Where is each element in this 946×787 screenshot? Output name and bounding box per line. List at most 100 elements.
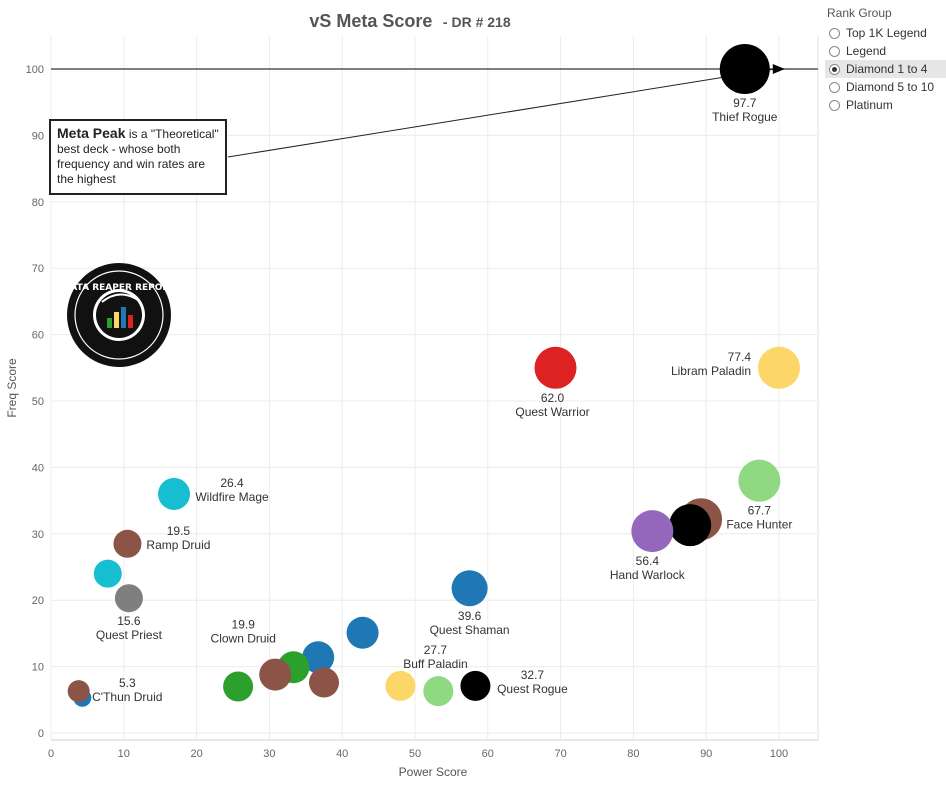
data-point [114,584,143,613]
x-tick-label: 20 [190,748,202,760]
point-score-label: 39.6 [458,609,482,623]
annotation-arrowhead [772,64,785,74]
rank-option-platinum[interactable]: Platinum [825,96,946,114]
reference-line [51,64,818,158]
data-point [93,559,122,588]
x-tick-label: 30 [263,748,275,760]
annotation-bold: Meta Peak [57,125,126,141]
point-score-label: 67.7 [748,504,772,518]
chart-title-main: vS Meta Score [309,11,432,31]
annotation-pointer [227,68,775,158]
data-points [67,44,800,707]
data-point [259,658,292,691]
point-score-label: 19.9 [232,618,256,632]
radio-icon[interactable] [829,99,840,111]
y-tick-label: 10 [32,662,44,674]
data-point [309,667,339,698]
annotation-text: is a "Theoretical" best deck - whose bot… [57,127,219,186]
point-name-label: Ramp Druid [146,538,210,552]
x-tick-label: 80 [627,748,639,760]
x-axis-label: Power Score [399,765,468,779]
y-tick-label: 70 [32,263,44,275]
rank-option-label: Legend [846,44,887,58]
data-point [302,641,335,674]
data-point [158,477,191,510]
point-name-label: Libram Paladin [671,364,751,378]
y-tick-label: 50 [32,396,44,408]
data-point [669,504,712,547]
rank-option-label: Platinum [846,98,893,112]
data-point [67,680,90,703]
data-point [346,616,379,649]
data-point [451,570,488,607]
y-axis-label: Freq Score [5,358,19,418]
point-score-label: 5.3 [119,676,136,690]
point-score-label: 15.6 [117,614,141,628]
data-point [738,459,781,502]
radio-icon[interactable] [829,45,840,57]
point-name-label: Quest Rogue [497,682,568,696]
point-score-label: 56.4 [636,554,660,568]
data-point [460,670,491,701]
radio-icon[interactable] [829,27,840,39]
rank-option-diamond-5-to-10[interactable]: Diamond 5 to 10 [825,78,946,96]
y-tick-label: 60 [32,330,44,342]
point-name-label: C'Thun Druid [92,690,162,704]
y-tick-label: 40 [32,462,44,474]
chart-title: vS Meta Score - DR # 218 [309,11,510,31]
point-score-label: 62.0 [541,391,565,405]
y-tick-label: 20 [32,595,44,607]
x-tick-label: 50 [409,748,421,760]
point-name-label: Hand Warlock [610,568,686,582]
axis-ticks: 0 10 20 30 40 50 60 70 80 90 100 0 10 20 30 40 50 60 70 80 9… [26,64,789,760]
point-score-label: 26.4 [220,476,244,490]
x-tick-label: 10 [118,748,130,760]
point-name-label: Buff Paladin [403,657,468,671]
data-point [631,510,674,553]
point-name-label: Wildfire Mage [195,490,269,504]
y-tick-label: 100 [26,64,44,76]
point-score-label: 27.7 [424,643,448,657]
rank-group-legend: Rank Group Top 1K Legend Legend Diamond … [825,6,946,114]
point-score-label: 77.4 [728,350,752,364]
y-tick-label: 90 [32,130,44,142]
data-point [423,676,454,707]
point-name-label: Quest Priest [96,628,163,642]
meta-peak-annotation: Meta Peak is a "Theoretical" best deck -… [49,119,227,195]
rank-option-label: Top 1K Legend [846,26,927,40]
y-tick-label: 0 [38,728,44,740]
rank-option-label: Diamond 1 to 4 [846,62,928,76]
rank-option-legend[interactable]: Legend [825,42,946,60]
y-tick-label: 80 [32,197,44,209]
point-score-label: 97.7 [733,96,757,110]
point-score-label: 32.7 [521,668,545,682]
point-name-label: Quest Shaman [430,623,510,637]
data-point [385,670,416,701]
point-name-label: Face Hunter [726,518,792,532]
point-score-label: 19.5 [167,524,191,538]
rank-option-top-1k-legend[interactable]: Top 1K Legend [825,24,946,42]
data-point [719,44,770,94]
point-name-label: Quest Warrior [515,405,589,419]
radio-selected-icon[interactable] [829,63,840,75]
x-tick-label: 0 [48,748,54,760]
chart-title-sub: - DR # 218 [443,14,511,30]
x-tick-label: 40 [336,748,348,760]
x-tick-label: 100 [770,748,788,760]
x-tick-label: 60 [482,748,494,760]
rank-option-diamond-1-to-4[interactable]: Diamond 1 to 4 [825,60,946,78]
x-tick-label: 90 [700,748,712,760]
rank-option-label: Diamond 5 to 10 [846,80,935,94]
radio-icon[interactable] [829,81,840,93]
point-name-label: Thief Rogue [712,110,778,124]
data-point [223,671,254,702]
data-point [758,346,800,389]
svg-text:DATA REAPER REPORT: DATA REAPER REPORT [66,283,172,293]
data-point [113,529,142,558]
point-name-label: Clown Druid [211,632,276,646]
y-tick-label: 30 [32,529,44,541]
data-reaper-logo: DATA REAPER REPORT [66,263,172,367]
legend-title: Rank Group [827,6,892,20]
